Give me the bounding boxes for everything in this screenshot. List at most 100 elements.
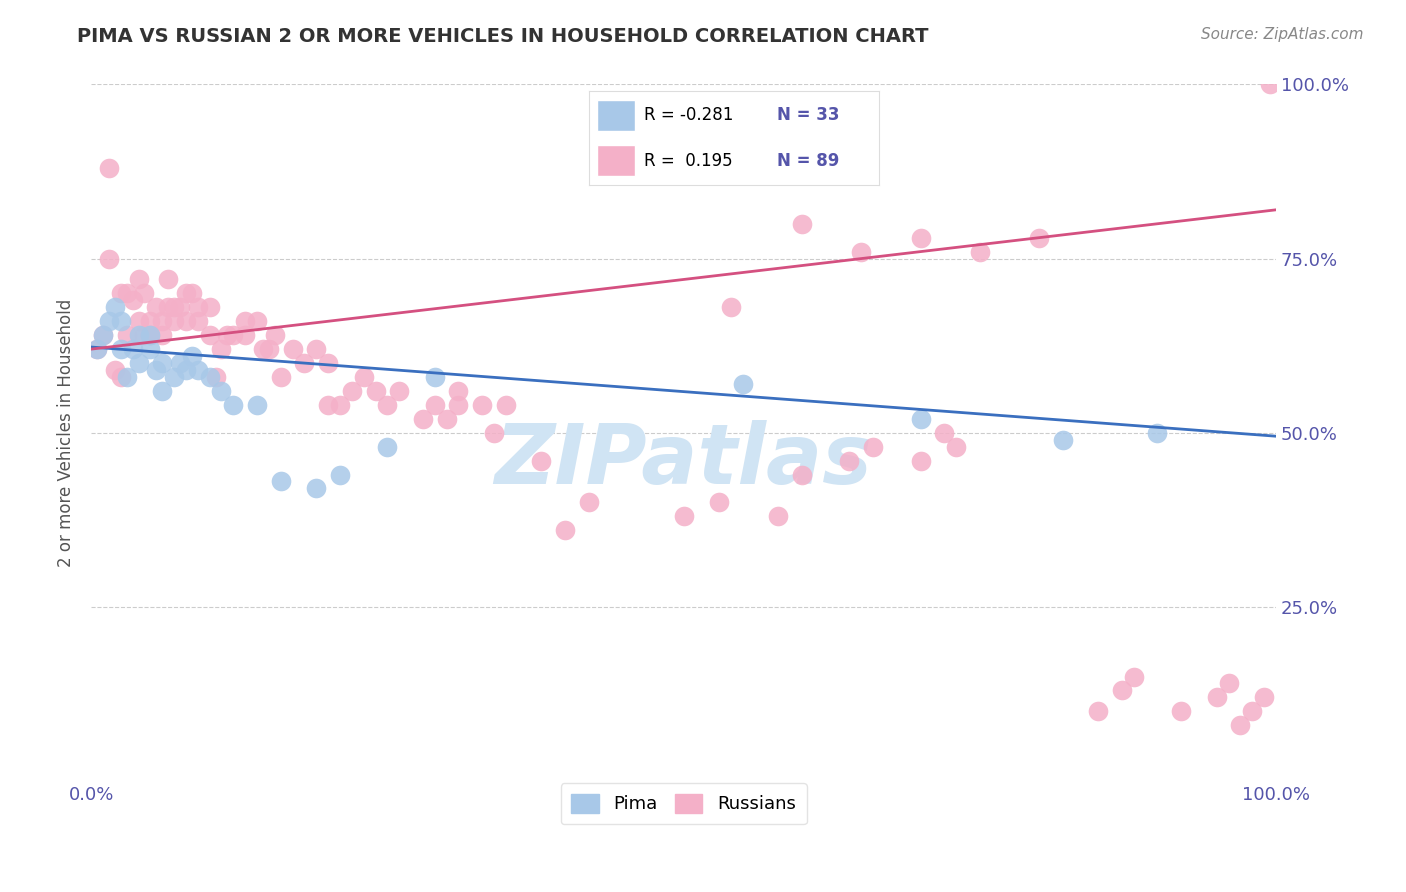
Point xyxy=(97,161,120,175)
Point xyxy=(1111,683,1133,698)
Point xyxy=(246,314,269,328)
Point xyxy=(139,314,162,328)
Point xyxy=(163,301,186,315)
Point xyxy=(174,314,197,328)
Point xyxy=(128,328,150,343)
Point xyxy=(145,301,167,315)
Point xyxy=(862,440,884,454)
Point xyxy=(851,244,873,259)
Point xyxy=(222,398,245,412)
Point xyxy=(246,398,269,412)
Point xyxy=(150,314,173,328)
Point xyxy=(1229,718,1251,732)
Point xyxy=(482,425,505,440)
Point xyxy=(945,440,967,454)
Point xyxy=(436,411,458,425)
Point xyxy=(104,363,127,377)
Point xyxy=(211,384,233,398)
Point xyxy=(305,482,328,496)
Point xyxy=(180,286,202,301)
Point xyxy=(86,342,108,356)
Point xyxy=(672,509,695,524)
Point xyxy=(969,244,991,259)
Point xyxy=(423,370,446,384)
Point xyxy=(423,398,446,412)
Point xyxy=(222,328,245,343)
Point xyxy=(934,425,956,440)
Point xyxy=(316,356,339,370)
Point xyxy=(1205,690,1227,705)
Point xyxy=(1253,690,1275,705)
Point xyxy=(97,314,120,328)
Point xyxy=(1087,704,1109,718)
Point xyxy=(110,314,132,328)
Point xyxy=(91,328,114,343)
Point xyxy=(294,356,316,370)
Point xyxy=(377,398,399,412)
Point xyxy=(157,272,180,286)
Point xyxy=(174,363,197,377)
Point xyxy=(257,342,280,356)
Point xyxy=(270,475,292,489)
Point xyxy=(910,453,932,467)
Point xyxy=(110,342,132,356)
Point xyxy=(388,384,411,398)
Point xyxy=(198,301,221,315)
Point xyxy=(163,314,186,328)
Point xyxy=(163,370,186,384)
Point xyxy=(187,363,209,377)
Point xyxy=(217,328,239,343)
Point xyxy=(139,328,162,343)
Point xyxy=(305,342,328,356)
Point xyxy=(198,370,221,384)
Point xyxy=(554,523,576,537)
Point xyxy=(86,342,108,356)
Point xyxy=(316,398,339,412)
Point xyxy=(447,398,470,412)
Point xyxy=(270,370,292,384)
Point xyxy=(329,398,352,412)
Point xyxy=(495,398,517,412)
Point xyxy=(134,328,156,343)
Point xyxy=(1218,676,1240,690)
Point xyxy=(1258,78,1281,92)
Point xyxy=(139,328,162,343)
Legend: Pima, Russians: Pima, Russians xyxy=(561,783,807,824)
Point xyxy=(187,314,209,328)
Point xyxy=(233,314,256,328)
Point xyxy=(211,342,233,356)
Point xyxy=(187,301,209,315)
Text: PIMA VS RUSSIAN 2 OR MORE VEHICLES IN HOUSEHOLD CORRELATION CHART: PIMA VS RUSSIAN 2 OR MORE VEHICLES IN HO… xyxy=(77,27,929,45)
Point xyxy=(731,376,754,391)
Point xyxy=(110,286,132,301)
Point xyxy=(838,453,860,467)
Point xyxy=(139,342,162,356)
Point xyxy=(198,328,221,343)
Point xyxy=(150,384,173,398)
Point xyxy=(157,301,180,315)
Point xyxy=(252,342,274,356)
Y-axis label: 2 or more Vehicles in Household: 2 or more Vehicles in Household xyxy=(58,299,75,566)
Point xyxy=(790,467,813,482)
Point xyxy=(97,252,120,266)
Point xyxy=(121,293,143,308)
Point xyxy=(329,467,352,482)
Point xyxy=(180,349,202,363)
Point xyxy=(115,370,138,384)
Point xyxy=(104,301,127,315)
Point xyxy=(145,363,167,377)
Point xyxy=(471,398,494,412)
Point xyxy=(1170,704,1192,718)
Point xyxy=(1028,230,1050,244)
Point xyxy=(910,230,932,244)
Text: ZIPatlas: ZIPatlas xyxy=(495,420,873,501)
Point xyxy=(447,384,470,398)
Point xyxy=(720,301,742,315)
Point xyxy=(174,286,197,301)
Point xyxy=(128,314,150,328)
Point xyxy=(340,384,363,398)
Point xyxy=(169,301,191,315)
Point xyxy=(790,217,813,231)
Point xyxy=(128,356,150,370)
Point xyxy=(1052,433,1074,447)
